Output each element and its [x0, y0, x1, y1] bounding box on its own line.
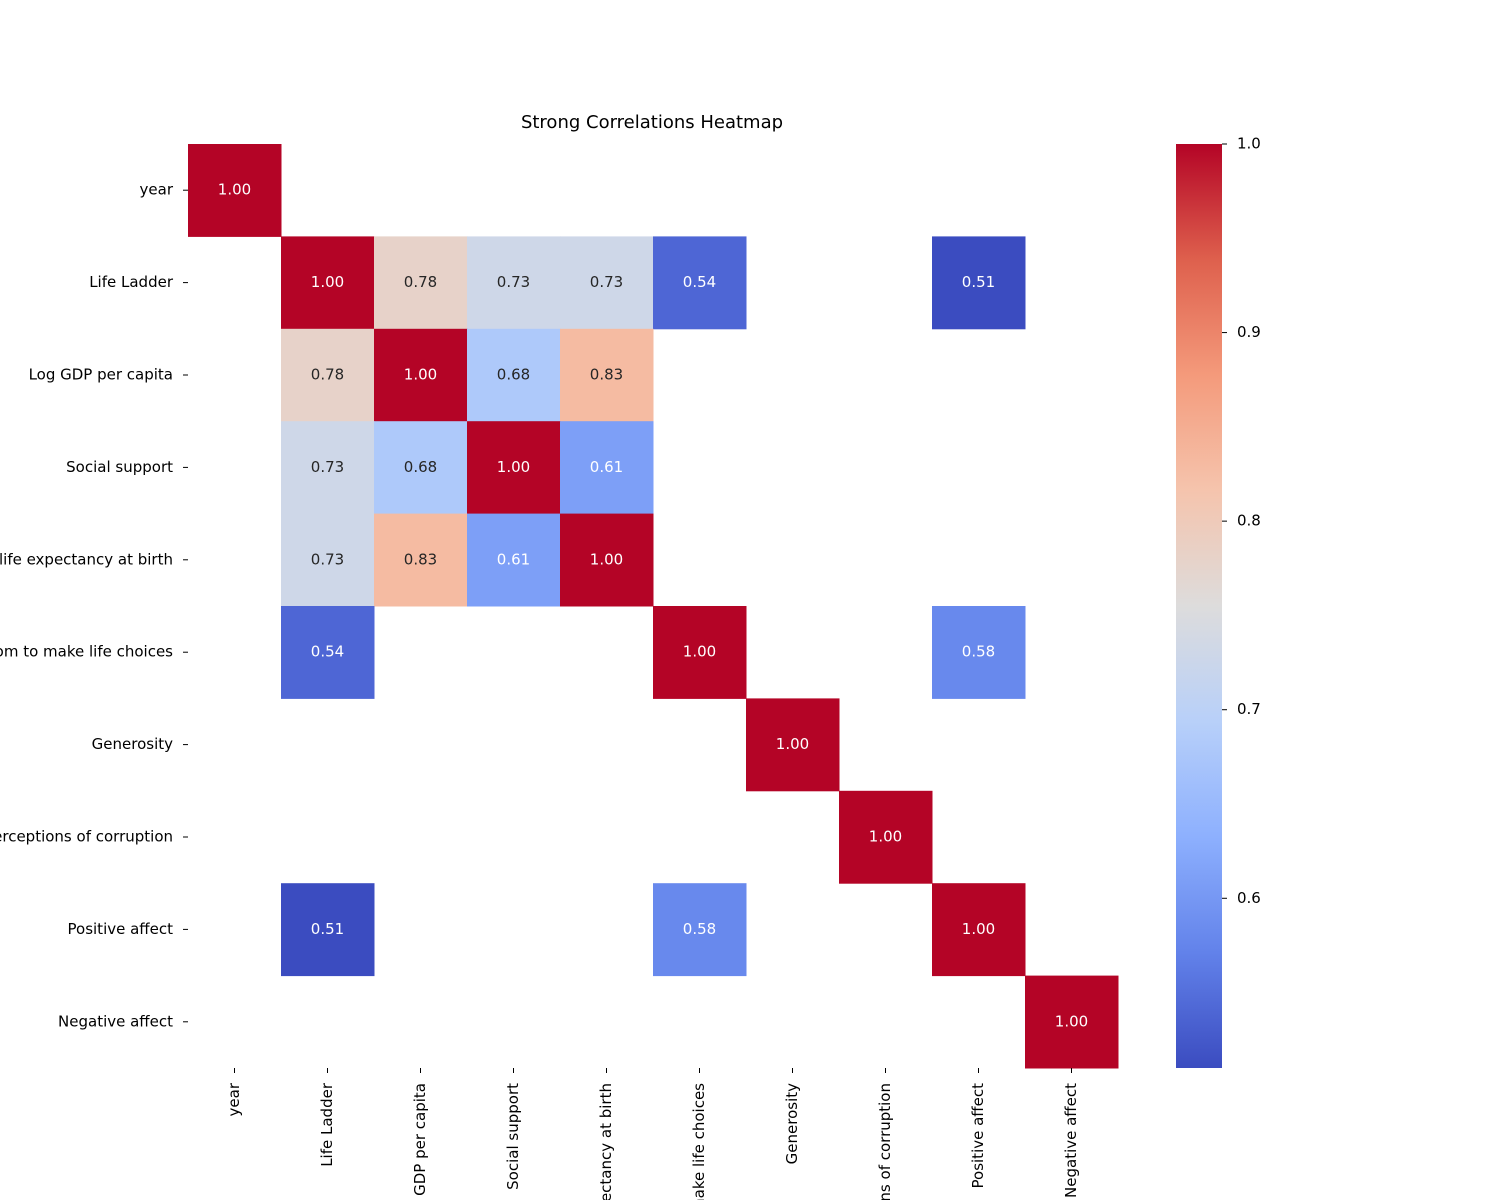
x-tick-label: year: [225, 1082, 243, 1116]
heatmap-cell: [746, 698, 840, 792]
cell-label: 1.00: [776, 735, 809, 753]
colorbar-tick-label: 0.9: [1237, 323, 1261, 341]
heatmap-cell: [653, 236, 747, 330]
cell-label: 0.78: [404, 273, 437, 291]
y-tick-label: Social support: [66, 458, 173, 476]
heatmap-cell: [560, 513, 654, 607]
heatmap-cell: [560, 421, 654, 515]
heatmap-cell: [1025, 975, 1119, 1069]
cell-label: 1.00: [497, 458, 530, 476]
heatmap-cell: [281, 883, 375, 977]
cell-label: 0.73: [590, 273, 623, 291]
colorbar: [1176, 144, 1222, 1068]
cell-label: 0.54: [311, 643, 344, 661]
heatmap-cell: [932, 883, 1026, 977]
cell-label: 0.51: [962, 273, 995, 291]
colorbar-tick-label: 1.0: [1237, 135, 1261, 153]
heatmap-cell: [281, 421, 375, 515]
cell-label: 0.58: [683, 920, 716, 938]
x-tick-label: Log GDP per capita: [411, 1083, 429, 1200]
colorbar-tick-label: 0.8: [1237, 512, 1261, 530]
y-tick-label: Negative affect: [58, 1012, 173, 1030]
heatmap-cell: [281, 236, 375, 330]
cell-label: 0.58: [962, 643, 995, 661]
heatmap-cell: [374, 421, 468, 515]
heatmap-cell: [281, 328, 375, 422]
cell-label: 0.78: [311, 366, 344, 384]
x-tick-label: Generosity: [783, 1083, 801, 1164]
cell-label: 0.51: [311, 920, 344, 938]
x-tick-label: Life Ladder: [318, 1082, 336, 1167]
cell-label: 0.73: [311, 550, 344, 568]
x-tick-label: Perceptions of corruption: [876, 1083, 894, 1200]
y-tick-label: Freedom to make life choices: [0, 643, 173, 661]
heatmap-cell: [467, 513, 561, 607]
x-tick-label: Positive affect: [969, 1083, 987, 1189]
cell-label: 0.73: [497, 273, 530, 291]
cell-label: 0.68: [404, 458, 437, 476]
y-tick-label: year: [140, 181, 174, 199]
cell-label: 0.54: [683, 273, 716, 291]
y-tick-label: Positive affect: [68, 920, 174, 938]
y-tick-label: Life Ladder: [89, 273, 174, 291]
heatmap-cell: [560, 328, 654, 422]
cell-label: 0.61: [497, 550, 530, 568]
heatmap-cell: [281, 606, 375, 699]
x-tick-label: Healthy life expectancy at birth: [597, 1083, 615, 1200]
cell-label: 0.73: [311, 458, 344, 476]
heatmap-cell: [653, 606, 747, 699]
cell-label: 0.83: [404, 550, 437, 568]
heatmap-cell: [467, 236, 561, 330]
cell-label: 0.61: [590, 458, 623, 476]
colorbar-tick-label: 0.7: [1237, 700, 1261, 718]
heatmap-cell: [281, 513, 375, 607]
cell-label: 0.68: [497, 366, 530, 384]
heatmap-cell: [374, 328, 468, 422]
chart-title: Strong Correlations Heatmap: [521, 112, 783, 133]
cell-label: 1.00: [590, 550, 623, 568]
heatmap-cell: [374, 236, 468, 330]
y-tick-label: Healthy life expectancy at birth: [0, 550, 173, 568]
y-tick-label: Log GDP per capita: [29, 366, 173, 384]
y-tick-label: Perceptions of corruption: [0, 828, 173, 846]
x-tick-label: Social support: [504, 1083, 522, 1190]
heatmap-cell: [839, 790, 933, 884]
cell-label: 1.00: [869, 828, 902, 846]
colorbar-tick-label: 0.6: [1237, 889, 1261, 907]
cell-label: 1.00: [1055, 1012, 1088, 1030]
x-tick-label: Freedom to make life choices: [690, 1083, 708, 1200]
cell-label: 1.00: [404, 366, 437, 384]
cell-label: 0.83: [590, 366, 623, 384]
heatmap-cell: [374, 513, 468, 607]
heatmap-cell: [560, 236, 654, 330]
heatmap-cell: [188, 144, 282, 237]
heatmap-cell: [932, 606, 1026, 699]
cell-label: 1.00: [962, 920, 995, 938]
y-tick-label: Generosity: [92, 735, 173, 753]
cell-label: 1.00: [218, 181, 251, 199]
cell-label: 1.00: [683, 643, 716, 661]
heatmap-cell: [467, 328, 561, 422]
cell-label: 1.00: [311, 273, 344, 291]
x-tick-label: Negative affect: [1062, 1083, 1080, 1198]
heatmap-cell: [932, 236, 1026, 330]
heatmap-cell: [653, 883, 747, 977]
heatmap-cell: [467, 421, 561, 515]
